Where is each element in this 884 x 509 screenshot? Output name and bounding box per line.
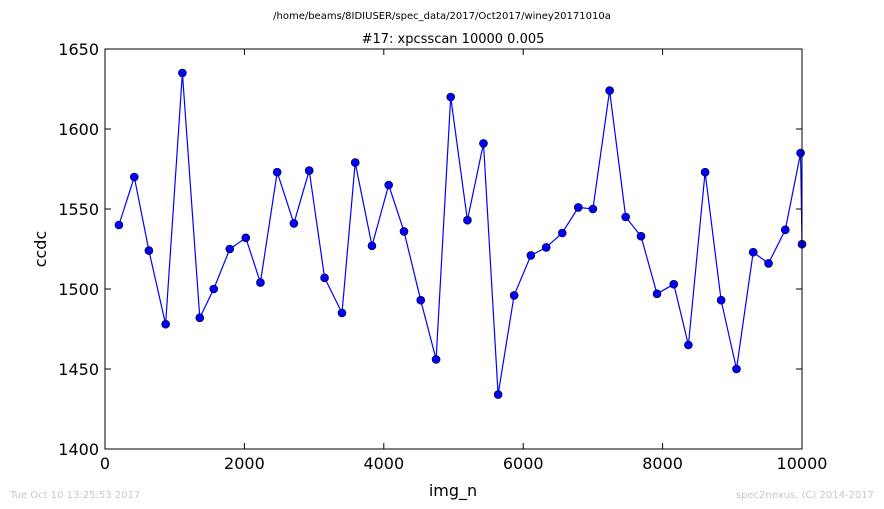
data-point	[130, 173, 138, 181]
data-point	[338, 309, 346, 317]
data-point	[417, 296, 425, 304]
file-path-header: /home/beams/8IDIUSER/spec_data/2017/Oct2…	[273, 11, 611, 22]
data-point	[797, 149, 805, 157]
x-axis-label: img_n	[429, 481, 477, 501]
data-point	[701, 168, 709, 176]
y-tick-label: 1600	[58, 120, 99, 139]
data-point	[589, 205, 597, 213]
data-point	[115, 221, 123, 229]
data-point	[670, 280, 678, 288]
data-point	[321, 274, 329, 282]
data-point	[732, 365, 740, 373]
x-tick-label: 0	[100, 454, 110, 473]
data-point	[226, 245, 234, 253]
x-tick-label: 2000	[224, 454, 265, 473]
credit-footer: spec2nexus, (C) 2014-2017	[736, 490, 874, 501]
data-point	[622, 213, 630, 221]
data-point	[606, 87, 614, 95]
data-point	[305, 167, 313, 175]
timestamp-footer: Tue Oct 10 13:25:53 2017	[10, 490, 140, 501]
data-point	[463, 216, 471, 224]
data-point	[432, 355, 440, 363]
data-point	[210, 285, 218, 293]
data-point	[653, 290, 661, 298]
data-point	[574, 203, 582, 211]
data-point	[447, 93, 455, 101]
y-tick-label: 1500	[58, 280, 99, 299]
data-point	[781, 226, 789, 234]
x-tick-label: 6000	[503, 454, 544, 473]
y-tick-label: 1650	[58, 40, 99, 59]
data-point	[542, 243, 550, 251]
data-point	[400, 227, 408, 235]
data-point	[717, 296, 725, 304]
y-tick-label: 1400	[58, 440, 99, 459]
data-point	[510, 291, 518, 299]
data-point	[494, 391, 502, 399]
data-point	[684, 341, 692, 349]
plot-area: 0 2000 4000 6000 8000 10000 1400 1450 1500 1550 16…	[58, 40, 827, 473]
series-line	[119, 73, 802, 395]
data-point	[385, 181, 393, 189]
data-point	[558, 229, 566, 237]
data-point	[527, 251, 535, 259]
data-point	[178, 69, 186, 77]
data-point	[196, 314, 204, 322]
data-point	[765, 259, 773, 267]
data-point	[749, 248, 757, 256]
data-point	[145, 247, 153, 255]
data-point	[273, 168, 281, 176]
data-point	[351, 159, 359, 167]
x-tick-label: 10000	[777, 454, 828, 473]
data-point	[637, 232, 645, 240]
data-point	[162, 320, 170, 328]
x-tick-label: 8000	[642, 454, 683, 473]
y-axis-label: ccdc	[31, 231, 50, 268]
chart-title: #17: xpcsscan 10000 0.005	[362, 32, 545, 47]
data-point	[290, 219, 298, 227]
y-tick-label: 1450	[58, 360, 99, 379]
data-point	[256, 279, 264, 287]
data-point	[242, 234, 250, 242]
y-tick-label: 1550	[58, 200, 99, 219]
x-tick-label: 4000	[363, 454, 404, 473]
data-point	[368, 242, 376, 250]
data-point	[479, 139, 487, 147]
